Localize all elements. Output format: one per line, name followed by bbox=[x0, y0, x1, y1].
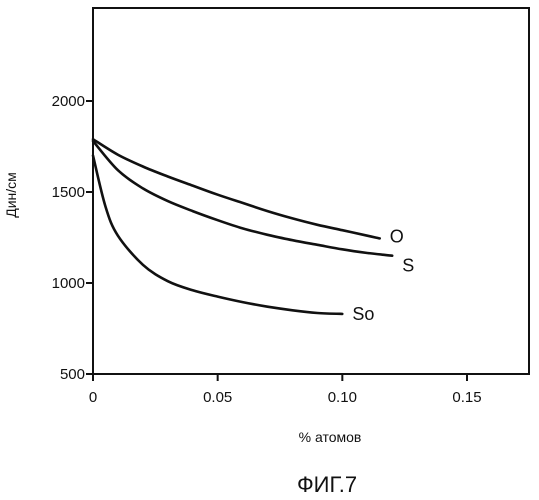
y-tick-label: 1500 bbox=[52, 184, 85, 201]
series-label-s: S bbox=[402, 256, 414, 276]
y-tick-label: 2000 bbox=[52, 93, 85, 110]
series-label-so: So bbox=[352, 304, 374, 324]
y-tick-label: 1000 bbox=[52, 275, 85, 292]
series-line-o bbox=[93, 139, 380, 238]
series-label-o: O bbox=[390, 226, 404, 246]
x-tick-label: 0.05 bbox=[203, 389, 232, 406]
plot-frame bbox=[93, 8, 529, 374]
series-labels: OS So bbox=[352, 226, 414, 324]
y-tick-label: 500 bbox=[60, 366, 85, 383]
figure-caption: ФИГ.7 bbox=[297, 472, 357, 497]
x-tick-label: 0 bbox=[89, 389, 97, 406]
y-axis: 500 1000 1500 2000 bbox=[52, 93, 93, 383]
x-tick-label: 0.10 bbox=[328, 389, 357, 406]
series-line-s bbox=[93, 141, 392, 256]
x-tick-label: 0.15 bbox=[452, 389, 481, 406]
y-axis-label: Дин/см bbox=[3, 172, 19, 218]
x-axis: 0 0.05 0.10 0.15 bbox=[89, 374, 482, 406]
series-group bbox=[93, 139, 392, 314]
x-axis-label: % атомов bbox=[299, 429, 362, 445]
